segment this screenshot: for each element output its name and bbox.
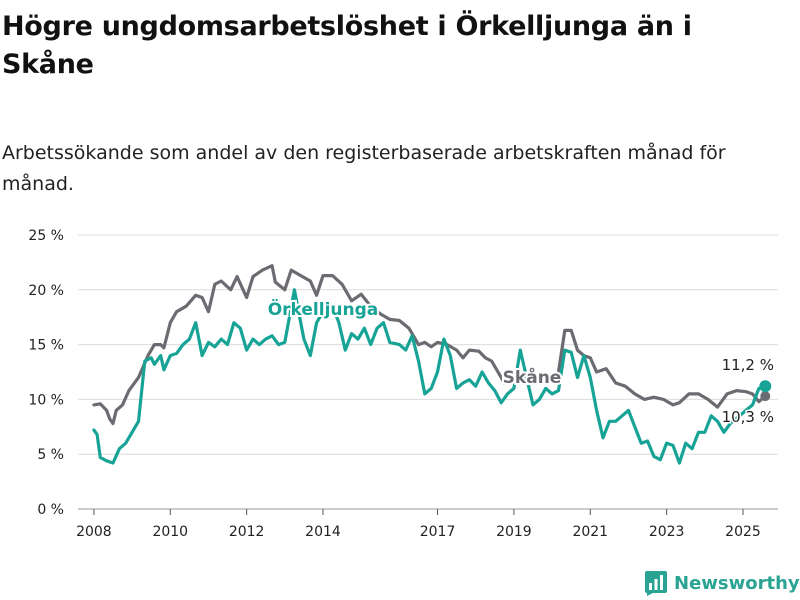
newsworthy-logo: Newsworthy [644,568,800,598]
x-tick-label: 2014 [305,524,341,540]
y-tick-label: 0 % [37,502,64,518]
newsworthy-logo-icon [645,571,667,596]
series-label-orkelljunga: Örkelljunga [268,298,379,320]
series-label-skane: Skåne [503,366,562,388]
chart-title: Högre ungdomsarbetslöshet i Örkelljunga … [2,11,692,80]
x-tick-label: 2019 [496,524,532,540]
x-tick-label: 2010 [152,524,188,540]
chart-subtitle: Arbetssökande som andel av den registerb… [2,142,726,195]
end-point-orkelljunga [759,380,772,393]
x-tick-label: 2017 [420,524,456,540]
end-value-label-skane: 10,3 % [722,408,774,426]
x-tick-label: 2021 [572,524,608,540]
x-tick-label: 2025 [725,524,761,540]
y-tick-label: 20 % [28,283,64,299]
end-value-label-orkelljunga: 11,2 % [722,356,774,374]
newsworthy-logo-text: Newsworthy [674,572,800,594]
y-tick-label: 5 % [37,447,64,463]
x-tick-label: 2008 [76,524,112,540]
x-tick-label: 2012 [229,524,265,540]
series-line-skane [92,264,767,426]
x-tick-label: 2023 [649,524,685,540]
series-line-orkelljunga [92,288,767,465]
y-tick-label: 15 % [28,338,64,354]
end-point-skane [760,391,771,402]
y-tick-label: 10 % [28,392,64,408]
y-tick-label: 25 % [28,228,64,244]
